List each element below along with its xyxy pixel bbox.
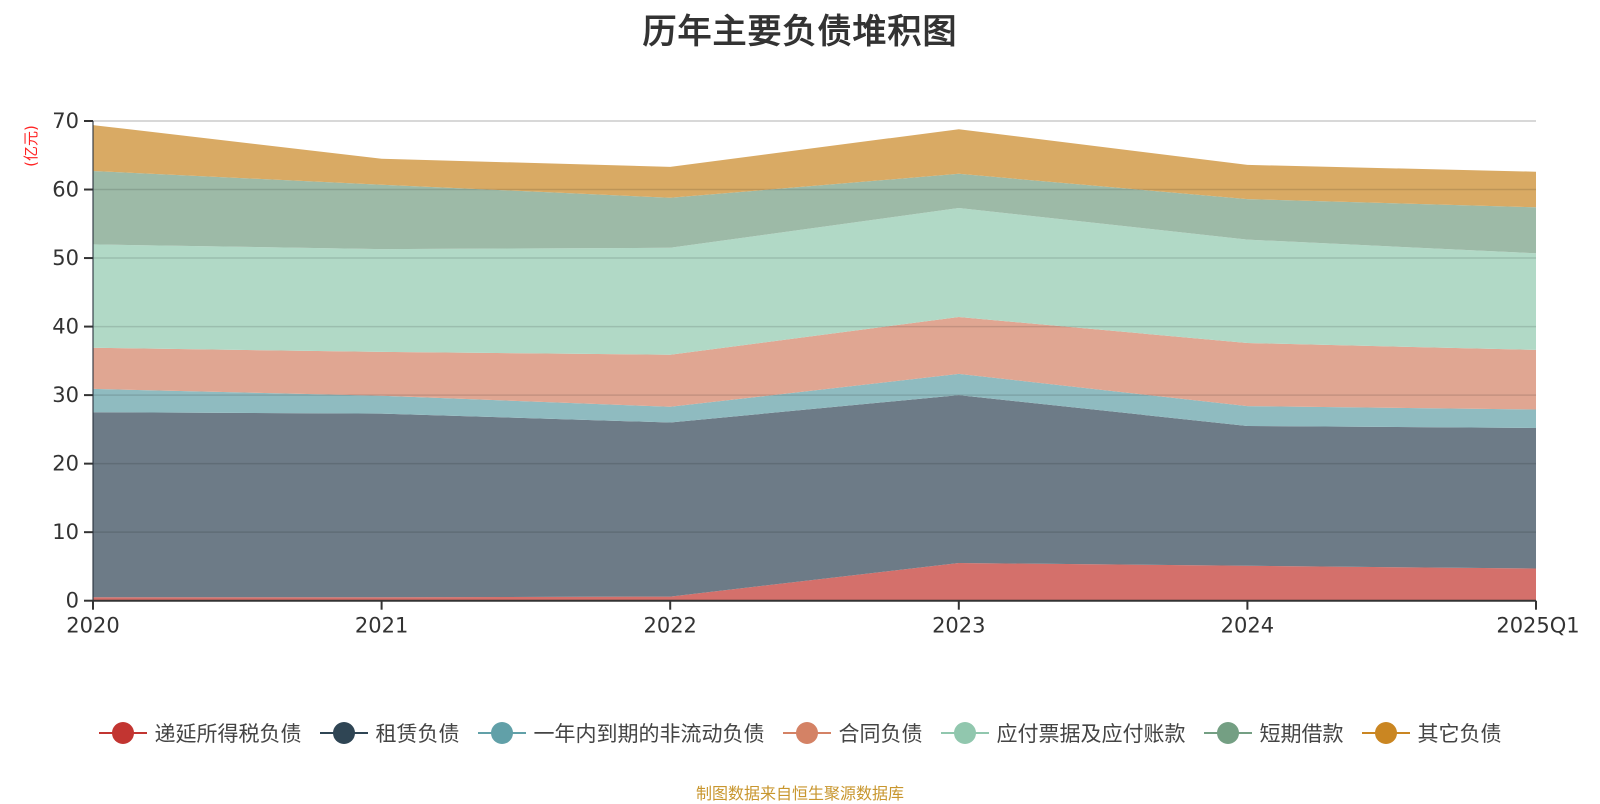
legend-circle-icon: [98, 721, 147, 745]
x-tick-label: 2021: [355, 614, 408, 638]
legend-label: 合同负债: [838, 722, 923, 746]
legend-item[interactable]: 短期借款: [1203, 718, 1344, 748]
axes: 0 10 20 30 40 50 60 70 2020 2021 2022 2023 2024 2025Q…: [52, 109, 1579, 638]
x-tick-label: 2025Q1: [1496, 614, 1579, 638]
y-axis-label: (亿元): [22, 125, 40, 167]
x-tick-label: 2022: [643, 614, 696, 638]
area-series-3: [93, 317, 1536, 410]
area-series-1: [93, 395, 1536, 598]
legend-label: 短期借款: [1259, 722, 1344, 746]
legend-circle-icon: [477, 721, 526, 745]
y-tick-label: 70: [52, 109, 79, 133]
y-tick-label: 40: [52, 315, 79, 339]
chart-title: 历年主要负债堆积图: [642, 12, 958, 52]
legend-item[interactable]: 一年内到期的非流动负债: [477, 718, 765, 748]
area-series-2: [93, 373, 1536, 428]
legend-circle-icon: [1361, 721, 1410, 745]
legend-label: 其它负债: [1417, 722, 1502, 746]
x-tick-label: 2024: [1221, 614, 1274, 638]
source-footer: 制图数据来自恒生聚源数据库: [695, 784, 904, 803]
area-series-layer: [93, 125, 1536, 601]
legend-item[interactable]: 租赁负债: [319, 718, 460, 748]
y-tick-label: 20: [52, 452, 79, 476]
legend-circle-icon: [1203, 721, 1252, 745]
legend: 递延所得税负债 租赁负债 一年内到期的非流动负债 合同负债 应付票据及应付账款 短期借款 其…: [0, 718, 1600, 748]
legend-label: 租赁负债: [375, 722, 460, 746]
legend-item[interactable]: 其它负债: [1361, 718, 1502, 748]
legend-circle-icon: [940, 721, 989, 745]
y-tick-label: 50: [52, 246, 79, 270]
y-tick-label: 60: [52, 178, 79, 202]
y-tick-label: 10: [52, 520, 79, 544]
legend-label: 递延所得税负债: [154, 722, 302, 746]
legend-item[interactable]: 合同负债: [782, 718, 923, 748]
area-series-0: [93, 563, 1536, 601]
y-tick-label: 30: [52, 383, 79, 407]
legend-label: 应付票据及应付账款: [996, 722, 1186, 746]
area-series-6: [93, 125, 1536, 208]
legend-label: 一年内到期的非流动负债: [533, 722, 765, 746]
y-tick-label: 0: [66, 589, 79, 613]
area-series-5: [93, 171, 1536, 254]
legend-item[interactable]: 应付票据及应付账款: [940, 718, 1186, 748]
legend-circle-icon: [319, 721, 368, 745]
x-tick-label: 2020: [66, 614, 119, 638]
legend-item[interactable]: 递延所得税负债: [98, 718, 302, 748]
chart-plot: 0 10 20 30 40 50 60 70 2020 2021 2022 2023 2024 2025Q…: [22, 109, 1580, 638]
x-tick-label: 2023: [932, 614, 985, 638]
legend-circle-icon: [782, 721, 831, 745]
area-series-4: [93, 208, 1536, 355]
